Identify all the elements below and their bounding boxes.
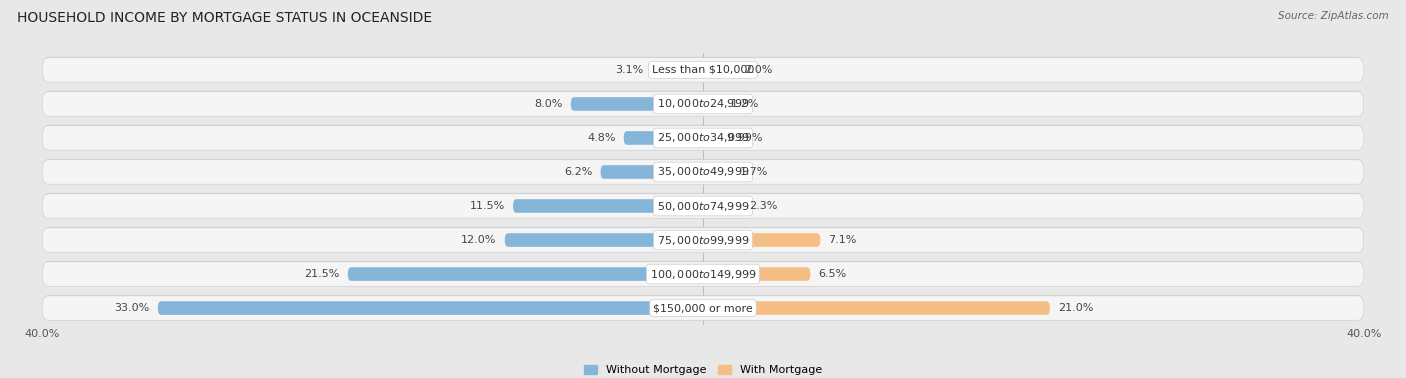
Text: 0.99%: 0.99% bbox=[728, 133, 763, 143]
Text: $10,000 to $24,999: $10,000 to $24,999 bbox=[657, 98, 749, 110]
FancyBboxPatch shape bbox=[703, 165, 731, 179]
FancyBboxPatch shape bbox=[571, 97, 703, 111]
FancyBboxPatch shape bbox=[42, 296, 1364, 320]
Text: Less than $10,000: Less than $10,000 bbox=[652, 65, 754, 75]
FancyBboxPatch shape bbox=[42, 228, 1364, 252]
FancyBboxPatch shape bbox=[703, 233, 820, 247]
FancyBboxPatch shape bbox=[703, 63, 737, 77]
Text: 3.1%: 3.1% bbox=[616, 65, 644, 75]
FancyBboxPatch shape bbox=[44, 57, 1362, 82]
Text: 7.1%: 7.1% bbox=[828, 235, 856, 245]
FancyBboxPatch shape bbox=[44, 227, 1362, 252]
FancyBboxPatch shape bbox=[157, 301, 703, 315]
Text: 21.0%: 21.0% bbox=[1059, 303, 1094, 313]
Text: $75,000 to $99,999: $75,000 to $99,999 bbox=[657, 234, 749, 246]
FancyBboxPatch shape bbox=[347, 267, 703, 281]
Text: 6.5%: 6.5% bbox=[818, 269, 846, 279]
Text: $50,000 to $74,999: $50,000 to $74,999 bbox=[657, 200, 749, 212]
FancyBboxPatch shape bbox=[624, 131, 703, 145]
FancyBboxPatch shape bbox=[42, 262, 1364, 286]
FancyBboxPatch shape bbox=[703, 97, 723, 111]
Legend: Without Mortgage, With Mortgage: Without Mortgage, With Mortgage bbox=[579, 360, 827, 378]
FancyBboxPatch shape bbox=[703, 301, 1050, 315]
FancyBboxPatch shape bbox=[44, 295, 1362, 320]
FancyBboxPatch shape bbox=[42, 194, 1364, 218]
FancyBboxPatch shape bbox=[42, 126, 1364, 150]
FancyBboxPatch shape bbox=[42, 160, 1364, 184]
FancyBboxPatch shape bbox=[600, 165, 703, 179]
FancyBboxPatch shape bbox=[703, 267, 810, 281]
Text: 4.8%: 4.8% bbox=[586, 133, 616, 143]
FancyBboxPatch shape bbox=[703, 199, 741, 213]
Text: 1.7%: 1.7% bbox=[740, 167, 768, 177]
Text: 21.5%: 21.5% bbox=[304, 269, 339, 279]
Text: $35,000 to $49,999: $35,000 to $49,999 bbox=[657, 166, 749, 178]
Text: 6.2%: 6.2% bbox=[564, 167, 592, 177]
Text: $25,000 to $34,999: $25,000 to $34,999 bbox=[657, 132, 749, 144]
Text: Source: ZipAtlas.com: Source: ZipAtlas.com bbox=[1278, 11, 1389, 21]
Text: 2.0%: 2.0% bbox=[744, 65, 773, 75]
Text: 12.0%: 12.0% bbox=[461, 235, 496, 245]
FancyBboxPatch shape bbox=[44, 91, 1362, 116]
FancyBboxPatch shape bbox=[44, 193, 1362, 218]
FancyBboxPatch shape bbox=[44, 125, 1362, 150]
FancyBboxPatch shape bbox=[513, 199, 703, 213]
Text: 33.0%: 33.0% bbox=[114, 303, 149, 313]
FancyBboxPatch shape bbox=[42, 58, 1364, 82]
Text: 8.0%: 8.0% bbox=[534, 99, 562, 109]
FancyBboxPatch shape bbox=[505, 233, 703, 247]
Text: $100,000 to $149,999: $100,000 to $149,999 bbox=[650, 268, 756, 280]
FancyBboxPatch shape bbox=[703, 131, 720, 145]
FancyBboxPatch shape bbox=[42, 92, 1364, 116]
FancyBboxPatch shape bbox=[44, 261, 1362, 286]
FancyBboxPatch shape bbox=[652, 63, 703, 77]
Text: 2.3%: 2.3% bbox=[749, 201, 778, 211]
Text: $150,000 or more: $150,000 or more bbox=[654, 303, 752, 313]
FancyBboxPatch shape bbox=[44, 159, 1362, 184]
Text: HOUSEHOLD INCOME BY MORTGAGE STATUS IN OCEANSIDE: HOUSEHOLD INCOME BY MORTGAGE STATUS IN O… bbox=[17, 11, 432, 25]
Text: 1.2%: 1.2% bbox=[731, 99, 759, 109]
Text: 11.5%: 11.5% bbox=[470, 201, 505, 211]
